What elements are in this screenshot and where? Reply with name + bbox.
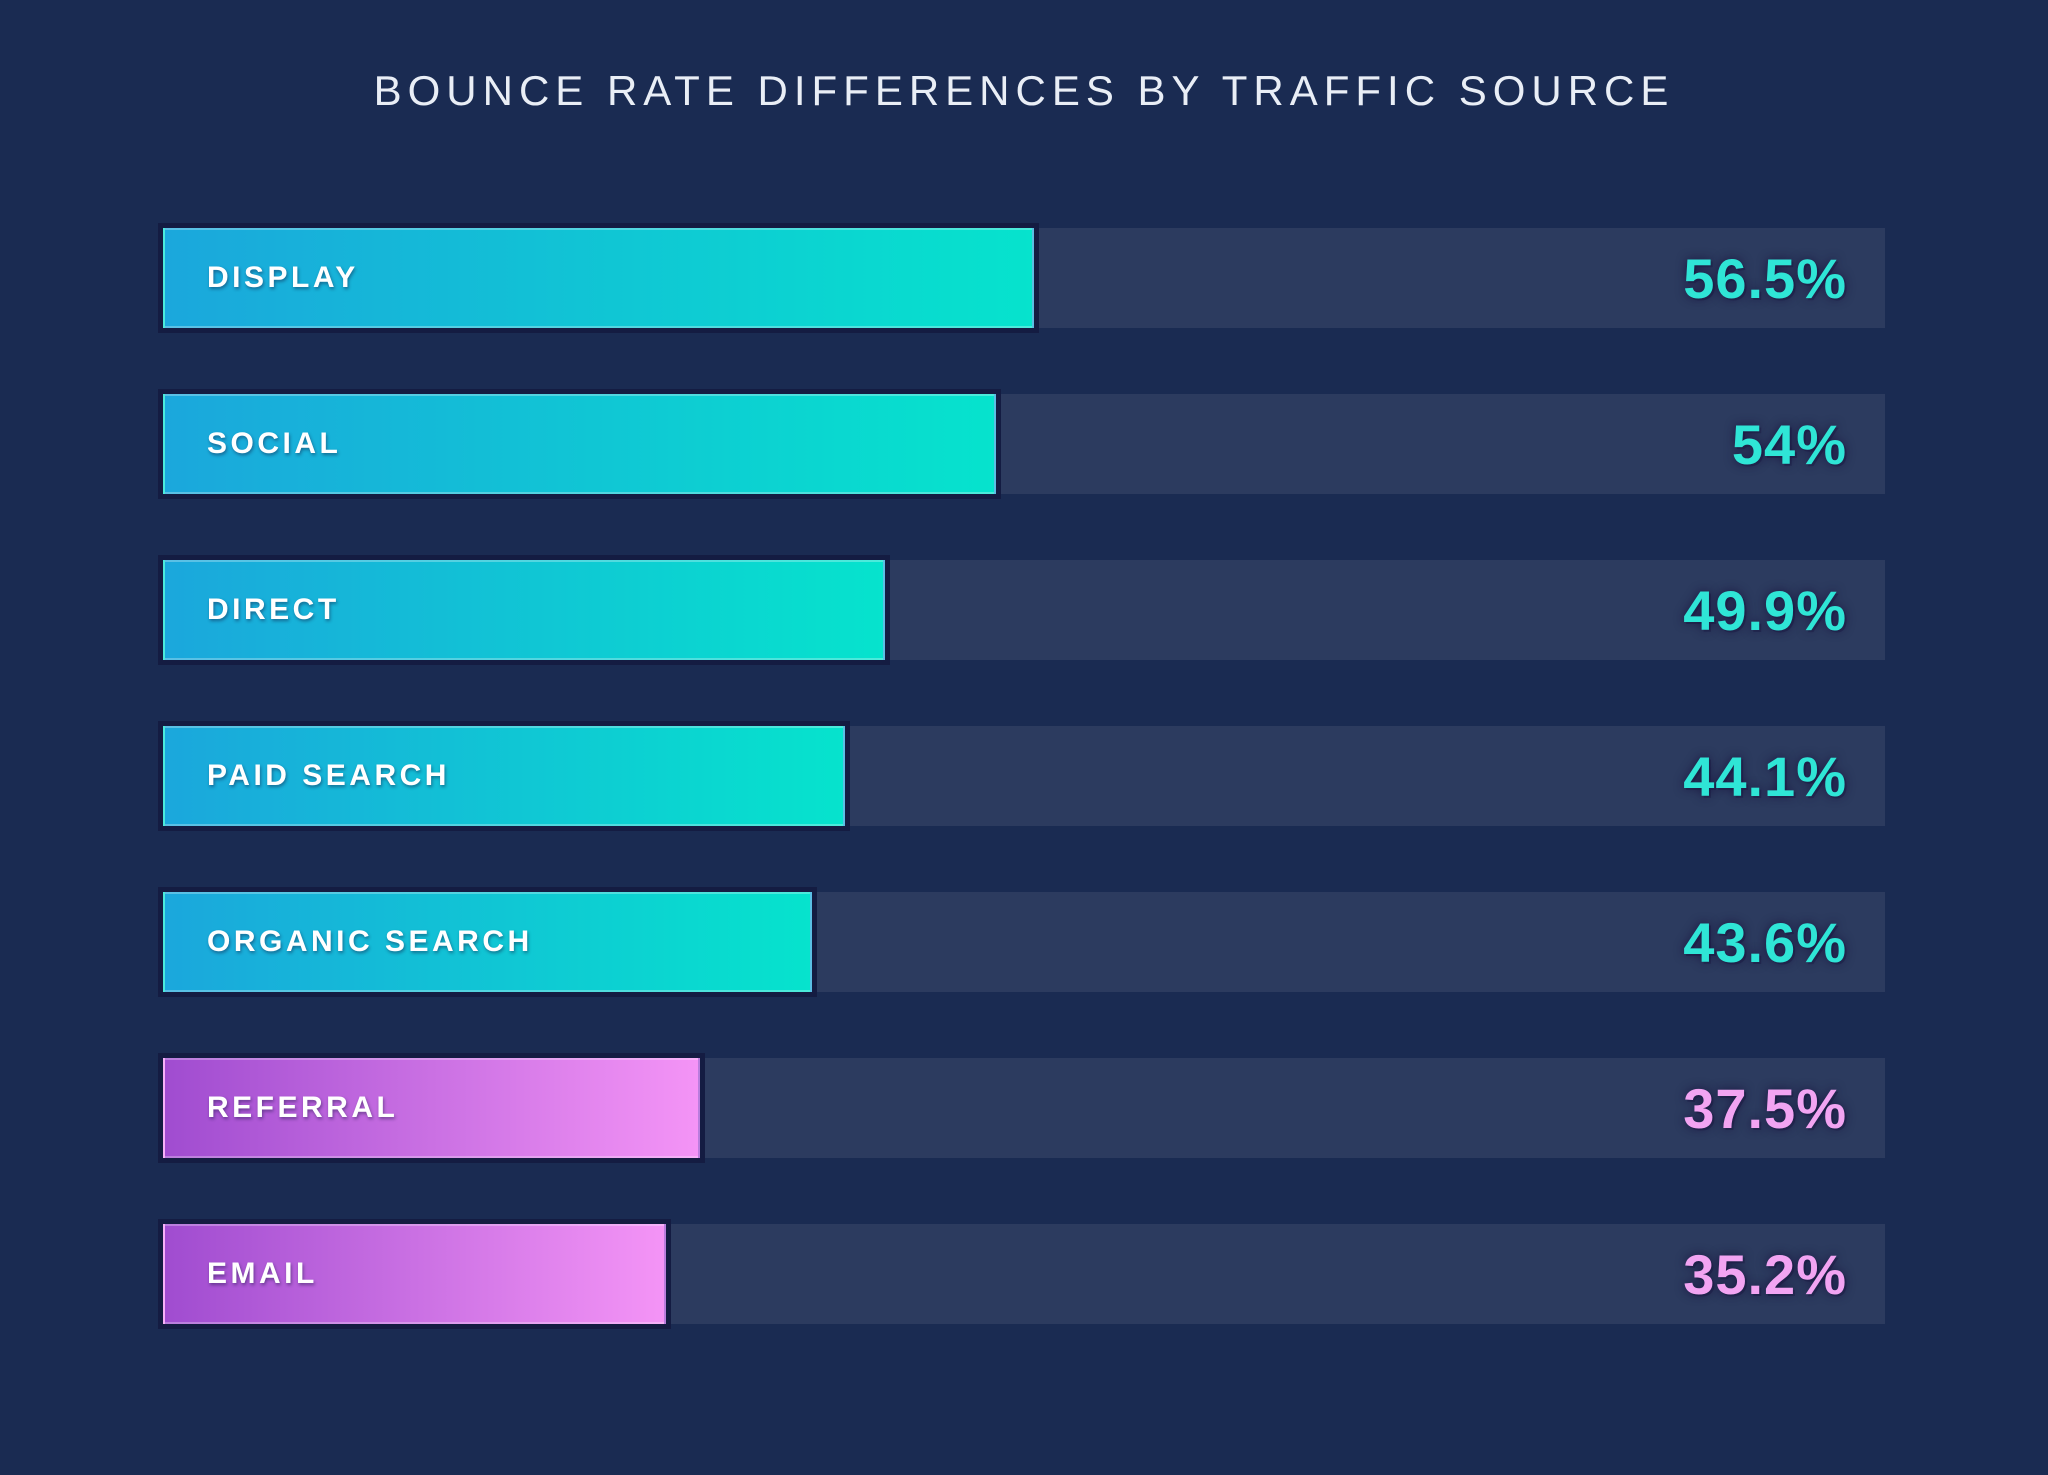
chart-row-email: EMAIL 35.2% <box>163 1224 1885 1324</box>
bar-value: 35.2% <box>1683 1242 1847 1306</box>
chart-row-direct: DIRECT 49.9% <box>163 560 1885 660</box>
bar-fill: SOCIAL <box>163 394 997 494</box>
bar-label: SOCIAL <box>207 427 342 460</box>
bar-track: PAID SEARCH 44.1% <box>163 726 1885 826</box>
bar-label: ORGANIC SEARCH <box>207 925 533 958</box>
bar-value: 44.1% <box>1683 744 1847 808</box>
bar-value: 49.9% <box>1683 578 1847 642</box>
bar-label: EMAIL <box>207 1257 318 1290</box>
chart-row-organic-search: ORGANIC SEARCH 43.6% <box>163 892 1885 992</box>
bar-track: DISPLAY 56.5% <box>163 228 1885 328</box>
bar-label: REFERRAL <box>207 1091 399 1124</box>
bar-fill: ORGANIC SEARCH <box>163 892 813 992</box>
bar-chart: DISPLAY 56.5% SOCIAL 54% DIRECT 49.9% <box>163 228 1885 1390</box>
bar-track: ORGANIC SEARCH 43.6% <box>163 892 1885 992</box>
chart-row-referral: REFERRAL 37.5% <box>163 1058 1885 1158</box>
bar-fill: DIRECT <box>163 560 885 660</box>
bar-track: DIRECT 49.9% <box>163 560 1885 660</box>
bar-value: 54% <box>1731 412 1847 476</box>
chart-row-social: SOCIAL 54% <box>163 394 1885 494</box>
bar-value: 43.6% <box>1683 910 1847 974</box>
bar-fill: EMAIL <box>163 1224 666 1324</box>
bar-track: SOCIAL 54% <box>163 394 1885 494</box>
chart-row-paid-search: PAID SEARCH 44.1% <box>163 726 1885 826</box>
bar-value: 37.5% <box>1683 1076 1847 1140</box>
bar-track: REFERRAL 37.5% <box>163 1058 1885 1158</box>
bar-fill: REFERRAL <box>163 1058 701 1158</box>
bar-label: DISPLAY <box>207 261 359 294</box>
bar-value: 56.5% <box>1683 246 1847 310</box>
bar-track: EMAIL 35.2% <box>163 1224 1885 1324</box>
bar-fill: PAID SEARCH <box>163 726 845 826</box>
chart-row-display: DISPLAY 56.5% <box>163 228 1885 328</box>
bar-fill: DISPLAY <box>163 228 1035 328</box>
bar-label: DIRECT <box>207 593 340 626</box>
chart-title: BOUNCE RATE DIFFERENCES BY TRAFFIC SOURC… <box>373 67 1675 114</box>
bar-label: PAID SEARCH <box>207 759 450 792</box>
